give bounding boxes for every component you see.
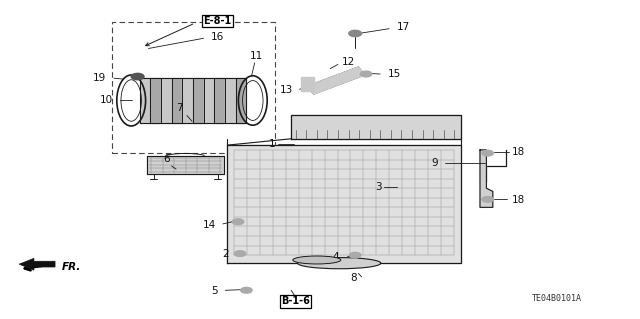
Polygon shape [19,258,55,270]
Polygon shape [161,78,172,123]
Text: 4: 4 [333,252,339,262]
Text: TE04B0101A: TE04B0101A [532,294,582,303]
Circle shape [482,150,493,156]
Text: 3: 3 [376,182,382,192]
Text: 2: 2 [223,249,229,259]
Polygon shape [182,78,193,123]
Text: 7: 7 [176,103,182,113]
Text: FR.: FR. [61,262,81,272]
Polygon shape [291,115,461,139]
Text: 12: 12 [342,57,355,67]
Polygon shape [214,78,225,123]
Circle shape [482,197,493,202]
Text: 18: 18 [512,147,525,157]
Text: 10: 10 [100,95,113,106]
Polygon shape [227,145,461,263]
Circle shape [232,219,244,225]
Text: 19: 19 [92,73,106,83]
Text: 5: 5 [211,286,218,296]
Circle shape [360,71,372,77]
Polygon shape [193,78,204,123]
Polygon shape [150,78,161,123]
Text: 15: 15 [388,69,401,79]
Bar [112,22,275,153]
Polygon shape [172,78,182,123]
Polygon shape [307,67,365,94]
Text: 18: 18 [512,195,525,205]
Polygon shape [225,78,236,123]
Text: 14: 14 [203,219,216,230]
Text: 11: 11 [250,51,262,61]
Circle shape [241,287,252,293]
Text: 17: 17 [397,22,410,32]
Polygon shape [480,150,493,207]
Polygon shape [301,77,314,91]
Circle shape [234,251,246,256]
Circle shape [349,252,361,258]
Ellipse shape [298,258,381,269]
Text: 8: 8 [350,273,356,283]
Text: 16: 16 [211,32,225,42]
Text: 6: 6 [163,154,170,164]
Text: 1: 1 [269,139,275,149]
Polygon shape [147,156,224,174]
Text: B-1-6: B-1-6 [281,296,310,307]
Polygon shape [140,78,150,123]
Text: E-8-1: E-8-1 [204,16,232,26]
Circle shape [131,73,144,80]
Text: 13: 13 [280,85,293,95]
Polygon shape [204,78,214,123]
Text: 9: 9 [432,158,438,168]
Circle shape [349,30,362,37]
Ellipse shape [293,256,341,264]
Polygon shape [236,78,246,123]
